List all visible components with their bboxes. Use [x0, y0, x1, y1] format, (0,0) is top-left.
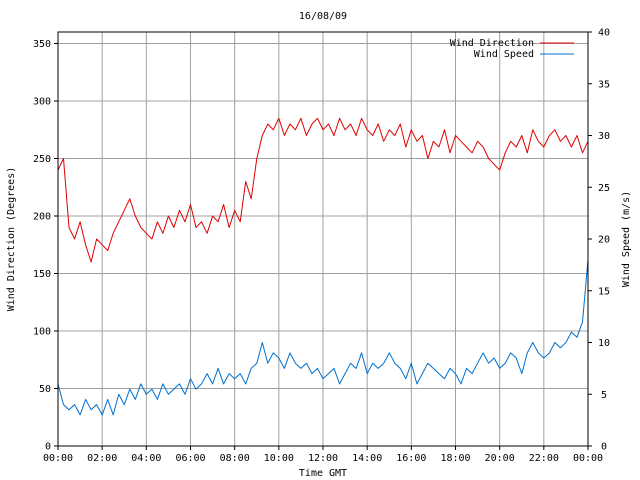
x-tick-label: 16:00	[396, 453, 426, 464]
y-left-tick-label: 350	[33, 39, 51, 50]
y-left-tick-label: 0	[45, 442, 51, 453]
y-right-tick-label: 10	[598, 338, 610, 349]
axis-layer: 00:00 02:00 04:00 06:00 08:00 10:00 12:00 14:00…	[33, 28, 610, 465]
x-tick-label: 00:00	[573, 453, 603, 464]
y-axis-right-label: Wind Speed (m/s)	[621, 191, 632, 287]
y-right-tick-label: 40	[598, 28, 610, 39]
x-tick-label: 22:00	[529, 453, 559, 464]
x-tick-label: 10:00	[264, 453, 294, 464]
series-line-wind-speed	[57, 259, 589, 416]
y-left-tick-label: 50	[39, 384, 51, 395]
y-left-tick-label: 300	[33, 97, 51, 108]
y-right-tick-label: 30	[598, 131, 610, 142]
y-axis-left-label: Wind Direction (Degrees)	[6, 167, 17, 312]
x-axis-label: Time GMT	[299, 468, 347, 479]
y-left-tick-label: 100	[33, 327, 51, 338]
series-line-wind-direction	[57, 117, 589, 263]
x-tick-label: 18:00	[440, 453, 470, 464]
y-left-tick-label: 200	[33, 212, 51, 223]
y-right-tick-label: 5	[601, 390, 607, 401]
y-right-tick-label: 35	[598, 79, 610, 90]
grid-layer	[58, 32, 588, 446]
x-tick-label: 12:00	[308, 453, 338, 464]
chart-title: 16/08/09	[299, 11, 347, 22]
x-tick-label: 00:00	[43, 453, 73, 464]
y-left-tick-label: 250	[33, 154, 51, 165]
legend-label-wind-direction: Wind Direction	[450, 38, 534, 49]
y-left-tick-label: 150	[33, 269, 51, 280]
x-tick-label: 04:00	[131, 453, 161, 464]
x-tick-label: 14:00	[352, 453, 382, 464]
x-tick-label: 08:00	[220, 453, 250, 464]
y-right-tick-label: 25	[598, 183, 610, 194]
series-layer	[57, 117, 589, 416]
x-tick-label: 06:00	[175, 453, 205, 464]
x-tick-label: 20:00	[485, 453, 515, 464]
x-tick-label: 02:00	[87, 453, 117, 464]
y-right-tick-label: 15	[598, 286, 610, 297]
legend: Wind Direction Wind Speed	[450, 38, 574, 60]
y-right-tick-label: 0	[601, 442, 607, 453]
legend-label-wind-speed: Wind Speed	[474, 49, 534, 60]
y-right-tick-label: 20	[598, 235, 610, 246]
